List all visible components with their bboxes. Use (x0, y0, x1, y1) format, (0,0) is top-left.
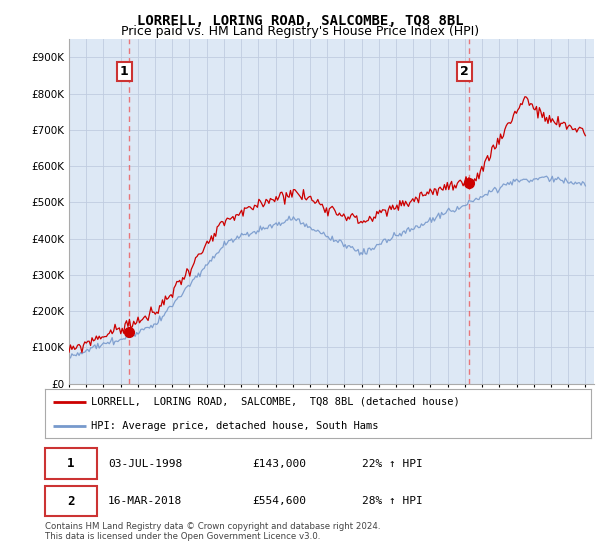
Text: 22% ↑ HPI: 22% ↑ HPI (362, 459, 422, 469)
Text: 28% ↑ HPI: 28% ↑ HPI (362, 496, 422, 506)
FancyBboxPatch shape (45, 449, 97, 479)
Text: LORRELL,  LORING ROAD,  SALCOMBE,  TQ8 8BL (detached house): LORRELL, LORING ROAD, SALCOMBE, TQ8 8BL … (91, 397, 460, 407)
Text: LORRELL, LORING ROAD, SALCOMBE, TQ8 8BL: LORRELL, LORING ROAD, SALCOMBE, TQ8 8BL (137, 14, 463, 28)
Text: £143,000: £143,000 (253, 459, 307, 469)
Text: 03-JUL-1998: 03-JUL-1998 (108, 459, 182, 469)
Text: Price paid vs. HM Land Registry's House Price Index (HPI): Price paid vs. HM Land Registry's House … (121, 25, 479, 38)
Text: HPI: Average price, detached house, South Hams: HPI: Average price, detached house, Sout… (91, 421, 379, 431)
Text: Contains HM Land Registry data © Crown copyright and database right 2024.
This d: Contains HM Land Registry data © Crown c… (45, 522, 380, 542)
Text: 1: 1 (67, 457, 74, 470)
Text: 1: 1 (120, 66, 128, 78)
Text: £554,600: £554,600 (253, 496, 307, 506)
FancyBboxPatch shape (45, 486, 97, 516)
Text: 2: 2 (67, 495, 74, 508)
Text: 16-MAR-2018: 16-MAR-2018 (108, 496, 182, 506)
Text: 2: 2 (460, 66, 469, 78)
